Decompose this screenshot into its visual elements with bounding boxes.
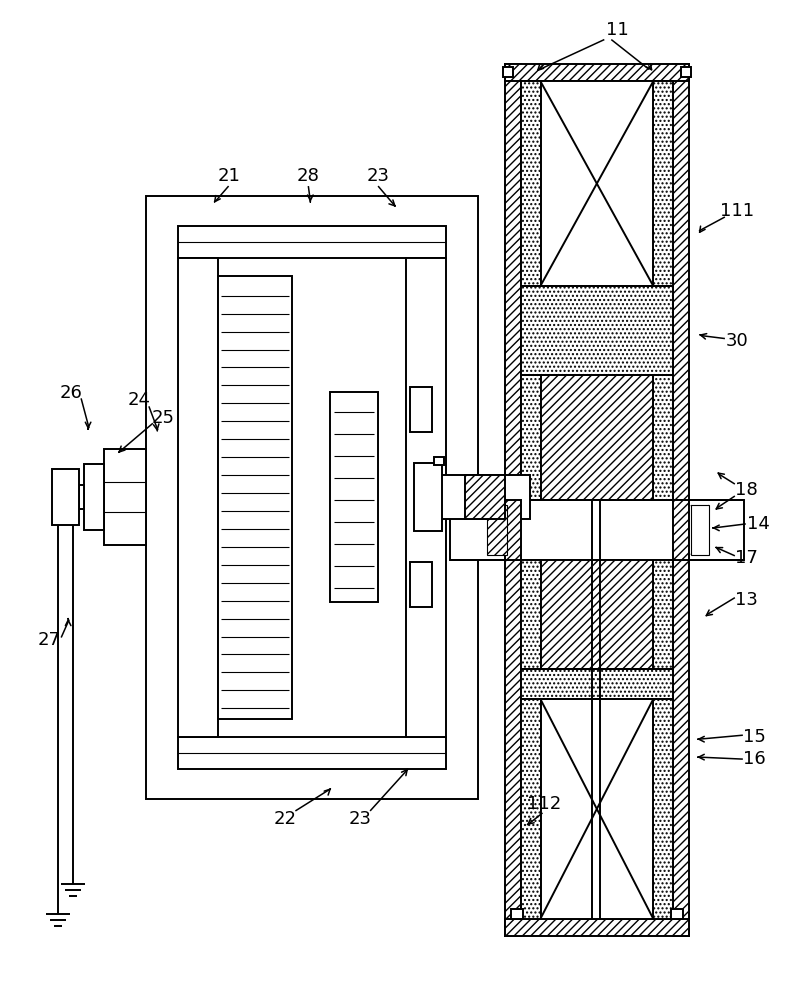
Bar (406, 258, 446, 737)
Bar (410, 562, 432, 607)
Text: 27: 27 (38, 631, 61, 649)
Bar (52, 469, 79, 525)
Bar (541, 81, 653, 286)
Bar (521, 286, 673, 375)
Text: 30: 30 (726, 332, 749, 350)
Text: 17: 17 (736, 549, 758, 567)
Bar (416, 475, 530, 519)
Bar (504, 500, 521, 560)
Bar (541, 560, 653, 669)
Bar (681, 67, 691, 77)
Bar (178, 258, 217, 737)
Bar (511, 909, 522, 919)
Bar (146, 196, 478, 799)
Bar (217, 276, 293, 719)
Bar (504, 919, 689, 936)
Bar (653, 375, 673, 500)
Bar (521, 560, 541, 669)
Bar (673, 64, 689, 936)
Bar (450, 500, 744, 560)
Bar (104, 449, 146, 545)
Text: 111: 111 (720, 202, 754, 220)
Bar (414, 463, 442, 531)
Bar (434, 457, 444, 465)
Bar (673, 500, 689, 560)
Text: 13: 13 (736, 591, 758, 609)
Bar (653, 699, 673, 919)
Bar (79, 485, 84, 509)
Bar (330, 392, 378, 602)
Bar (178, 737, 446, 769)
Bar (178, 226, 446, 258)
Bar (504, 64, 689, 81)
Bar (84, 464, 104, 530)
Bar (521, 81, 541, 286)
Bar (503, 67, 513, 77)
Bar (691, 505, 709, 555)
Bar (671, 909, 683, 919)
Bar (653, 560, 673, 669)
Text: 28: 28 (297, 167, 320, 185)
Text: 18: 18 (736, 481, 758, 499)
Text: 25: 25 (152, 409, 174, 427)
Text: 24: 24 (127, 391, 150, 409)
Bar (521, 375, 541, 500)
Text: 21: 21 (217, 167, 240, 185)
Text: 26: 26 (60, 384, 83, 402)
Text: 16: 16 (744, 750, 766, 768)
Text: 23: 23 (367, 167, 389, 185)
Text: 14: 14 (748, 515, 770, 533)
Bar (521, 699, 541, 919)
Bar (465, 475, 504, 519)
Bar (504, 64, 521, 936)
Text: 112: 112 (527, 795, 562, 813)
Bar (410, 387, 432, 432)
Text: 22: 22 (274, 810, 297, 828)
Text: 11: 11 (606, 21, 629, 39)
Text: 23: 23 (349, 810, 371, 828)
Text: 15: 15 (744, 728, 766, 746)
Bar (541, 375, 653, 500)
Bar (487, 505, 507, 555)
Bar (521, 669, 673, 699)
Bar (541, 699, 653, 919)
Bar (653, 81, 673, 286)
